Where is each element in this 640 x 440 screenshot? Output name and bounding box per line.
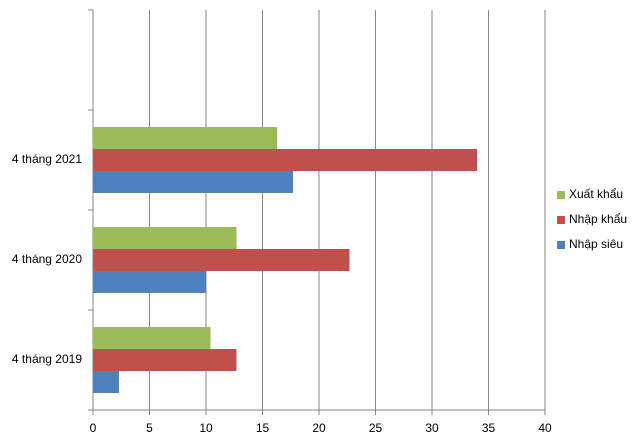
x-tick-label: 10 <box>199 421 213 435</box>
legend-swatch <box>557 216 565 224</box>
x-tick-label: 0 <box>90 421 97 435</box>
x-tick-label: 15 <box>256 421 270 435</box>
legend-label: Nhập siêu <box>569 237 623 251</box>
bar <box>93 327 211 349</box>
bar <box>93 349 237 371</box>
bar <box>93 149 478 171</box>
x-tick-label: 40 <box>538 421 552 435</box>
bar <box>93 227 237 249</box>
x-tick-label: 35 <box>482 421 496 435</box>
x-tick-label: 25 <box>369 421 383 435</box>
y-tick-label: 4 tháng 2021 <box>12 152 82 166</box>
y-tick-label: 4 tháng 2020 <box>12 252 82 266</box>
bar <box>93 271 206 293</box>
x-tick-label: 30 <box>425 421 439 435</box>
legend-swatch <box>557 191 565 199</box>
bar <box>93 171 294 193</box>
bar <box>93 371 119 393</box>
legend-label: Nhập khẩu <box>569 212 627 226</box>
bar <box>93 249 350 271</box>
bar <box>93 127 278 149</box>
legend-label: Xuất khẩu <box>569 187 623 201</box>
legend-swatch <box>557 241 565 249</box>
x-tick-label: 5 <box>146 421 153 435</box>
y-tick-label: 4 tháng 2019 <box>12 352 82 366</box>
x-tick-label: 20 <box>312 421 326 435</box>
